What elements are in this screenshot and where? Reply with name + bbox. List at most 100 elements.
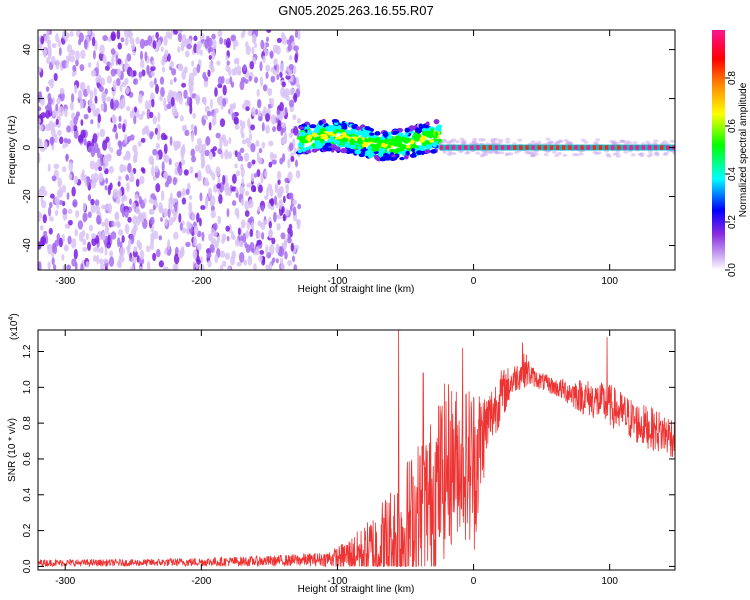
- heatmap-cell: [261, 122, 265, 132]
- heatmap-cell: [55, 33, 59, 43]
- heatmap-cell: [104, 249, 108, 256]
- snr-multiplier-close: ): [9, 313, 20, 316]
- heatmap-cell: [117, 42, 123, 50]
- heatmap-cell: [152, 148, 158, 156]
- heatmap-cell: [441, 138, 447, 142]
- heatmap-cell: [144, 100, 149, 110]
- heatmap-cell: [279, 157, 284, 165]
- heatmap-cell: [253, 172, 258, 178]
- heatmap-cell: [574, 145, 578, 150]
- heatmap-cell: [371, 134, 378, 139]
- heatmap-cell: [97, 113, 102, 124]
- heatmap-cell: [82, 202, 87, 212]
- heatmap-cell: [139, 175, 145, 185]
- heatmap-cell: [654, 152, 660, 156]
- heatmap-cell: [247, 30, 254, 37]
- heatmap-cell: [250, 143, 256, 153]
- heatmap-cell: [105, 136, 110, 144]
- heatmap-cell: [188, 195, 193, 201]
- heatmap-cell: [110, 220, 115, 228]
- heatmap-cell: [374, 131, 381, 136]
- heatmap-cell: [279, 62, 284, 73]
- heatmap-cell: [143, 198, 147, 204]
- heatmap-cell: [284, 177, 289, 184]
- heatmap-cell: [57, 177, 62, 188]
- heatmap-cell: [158, 260, 164, 268]
- heatmap-cell: [45, 123, 51, 132]
- heatmap-cell: [98, 85, 104, 92]
- heatmap-cell: [158, 202, 163, 213]
- heatmap-cell: [364, 126, 370, 131]
- heatmap-cell: [149, 111, 154, 119]
- heatmap-cell: [563, 138, 569, 143]
- heatmap-cell: [257, 205, 261, 212]
- heatmap-cell: [209, 200, 214, 207]
- heatmap-cell: [58, 47, 62, 56]
- heatmap-cell: [235, 170, 241, 177]
- colorbar-tick-label: 0.8: [727, 71, 738, 85]
- heatmap-cell: [148, 208, 153, 215]
- snr-frame: [37, 329, 676, 571]
- heatmap-cell: [333, 140, 341, 145]
- heatmap-cell: [148, 99, 152, 110]
- heatmap-cell: [315, 140, 322, 146]
- heatmap-cell: [238, 251, 245, 263]
- heatmap-cell: [38, 124, 44, 131]
- heatmap-cell: [258, 255, 263, 263]
- figure-title: GN05.2025.263.16.55.R07: [278, 3, 433, 18]
- heatmap-cell: [96, 158, 101, 168]
- heatmap-cell: [159, 95, 163, 102]
- heatmap-cell: [454, 140, 460, 144]
- heatmap-cell: [432, 144, 437, 148]
- heatmap-cell: [243, 99, 250, 106]
- heatmap-cell: [92, 255, 97, 262]
- heatmap-cell: [259, 76, 264, 87]
- heatmap-cell: [217, 30, 223, 37]
- heatmap-cell: [39, 212, 43, 219]
- heatmap-cell: [226, 60, 230, 66]
- heatmap-cell: [479, 154, 485, 158]
- heatmap-cell: [150, 66, 156, 72]
- heatmap-cell: [549, 145, 554, 150]
- heatmap-cell: [87, 211, 92, 219]
- heatmap-cell: [41, 235, 47, 246]
- y-tick-label: 0: [22, 144, 33, 150]
- heatmap-cell: [120, 37, 125, 43]
- heatmap-cell: [276, 37, 282, 44]
- heatmap-cell: [208, 55, 212, 61]
- heatmap-cell: [109, 250, 114, 257]
- heatmap-cell: [280, 127, 284, 136]
- heatmap-cell: [109, 182, 113, 191]
- heatmap-cell: [645, 140, 651, 144]
- x-tick-label: -300: [55, 576, 75, 587]
- heatmap-cell: [340, 122, 348, 129]
- heatmap-cell: [464, 145, 468, 150]
- heatmap-cell: [124, 37, 129, 46]
- heatmap-cell: [121, 196, 125, 203]
- heatmap-cell: [67, 235, 72, 245]
- heatmap-cell: [196, 64, 201, 74]
- heatmap-cell: [102, 140, 108, 151]
- heatmap-cell: [116, 30, 121, 40]
- heatmap-cell: [217, 148, 223, 155]
- heatmap-cell: [320, 138, 325, 144]
- heatmap-cell: [38, 261, 42, 270]
- heatmap-cell: [217, 83, 223, 89]
- heatmap-cell: [167, 208, 171, 218]
- heatmap-cell: [157, 111, 161, 123]
- heatmap-cell: [148, 155, 154, 165]
- heatmap-cell: [384, 156, 390, 161]
- heatmap-cell: [234, 150, 238, 158]
- heatmap-cell: [186, 43, 193, 50]
- heatmap-cell: [265, 124, 270, 134]
- heatmap-cell: [118, 254, 122, 264]
- heatmap-cell: [135, 36, 140, 45]
- heatmap-cell: [66, 264, 72, 270]
- heatmap-cell: [38, 152, 41, 163]
- x-tick-label: 100: [601, 276, 618, 287]
- heatmap-cell: [165, 31, 172, 38]
- heatmap-cell: [194, 144, 200, 152]
- heatmap-cell: [334, 121, 339, 126]
- heatmap-cell: [394, 135, 401, 140]
- heatmap-cell: [163, 134, 168, 140]
